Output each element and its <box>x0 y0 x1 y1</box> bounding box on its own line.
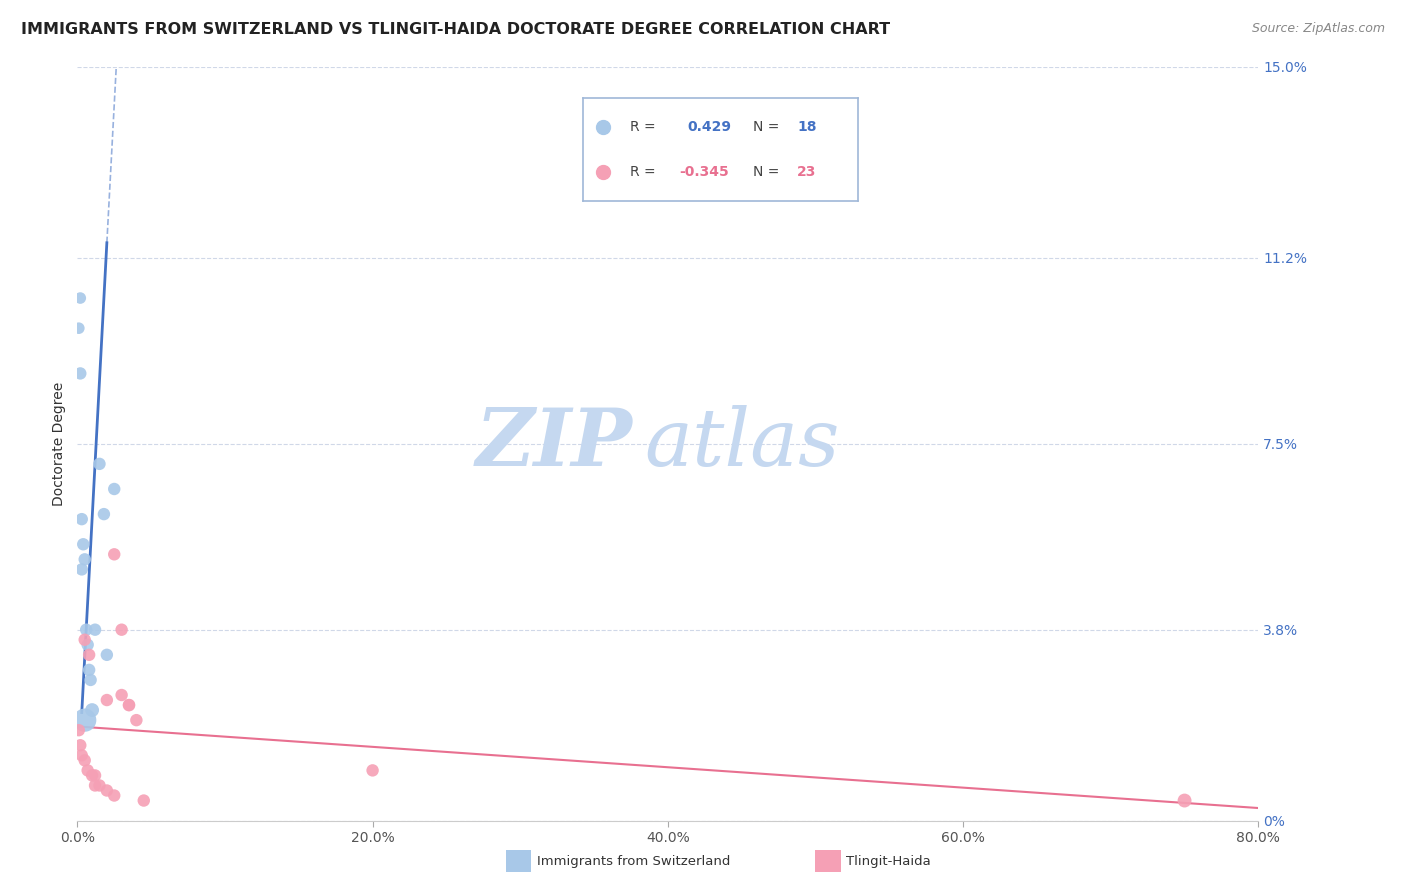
Text: IMMIGRANTS FROM SWITZERLAND VS TLINGIT-HAIDA DOCTORATE DEGREE CORRELATION CHART: IMMIGRANTS FROM SWITZERLAND VS TLINGIT-H… <box>21 22 890 37</box>
Point <box>73 632 96 647</box>
Text: 23: 23 <box>797 165 817 179</box>
Point <box>118 698 141 712</box>
Point <box>103 482 125 496</box>
Point <box>118 698 141 712</box>
Text: Source: ZipAtlas.com: Source: ZipAtlas.com <box>1251 22 1385 36</box>
Point <box>111 688 132 702</box>
Point <box>89 457 111 471</box>
Point <box>361 764 384 778</box>
Point <box>73 552 96 566</box>
Point <box>84 623 107 637</box>
Point <box>82 768 104 782</box>
Point <box>69 739 91 753</box>
Point <box>79 673 101 687</box>
Point <box>132 793 155 807</box>
Point <box>96 648 118 662</box>
Point <box>82 703 104 717</box>
Text: -0.345: -0.345 <box>679 165 730 179</box>
Text: N =: N = <box>754 120 780 134</box>
Point <box>103 547 125 561</box>
Text: ZIP: ZIP <box>475 405 633 483</box>
Point <box>73 713 96 727</box>
Y-axis label: Doctorate Degree: Doctorate Degree <box>52 382 66 506</box>
Point <box>84 768 107 782</box>
Point <box>111 623 132 637</box>
Point <box>76 764 98 778</box>
Text: atlas: atlas <box>644 405 839 483</box>
Point <box>69 291 91 305</box>
Point <box>592 165 614 179</box>
Point <box>67 723 90 738</box>
Point <box>77 663 100 677</box>
Point <box>69 367 91 381</box>
Point <box>76 638 98 652</box>
Point <box>96 693 118 707</box>
Text: R =: R = <box>630 120 655 134</box>
Text: N =: N = <box>754 165 780 179</box>
Point <box>75 623 97 637</box>
Point <box>1174 793 1197 807</box>
Point <box>72 537 94 551</box>
Point <box>125 713 148 727</box>
Point <box>103 789 125 803</box>
Point <box>77 648 100 662</box>
Point <box>89 779 111 793</box>
Point <box>70 748 93 763</box>
Text: R =: R = <box>630 165 655 179</box>
Point <box>73 753 96 767</box>
Text: Immigrants from Switzerland: Immigrants from Switzerland <box>537 855 731 868</box>
Text: 18: 18 <box>797 120 817 134</box>
Point <box>96 783 118 797</box>
Point <box>70 562 93 576</box>
Point <box>70 512 93 526</box>
Point <box>93 507 115 521</box>
Point <box>592 120 614 134</box>
Point <box>84 779 107 793</box>
Text: 0.429: 0.429 <box>688 120 731 134</box>
Text: Tlingit-Haida: Tlingit-Haida <box>846 855 931 868</box>
Point <box>67 321 90 335</box>
